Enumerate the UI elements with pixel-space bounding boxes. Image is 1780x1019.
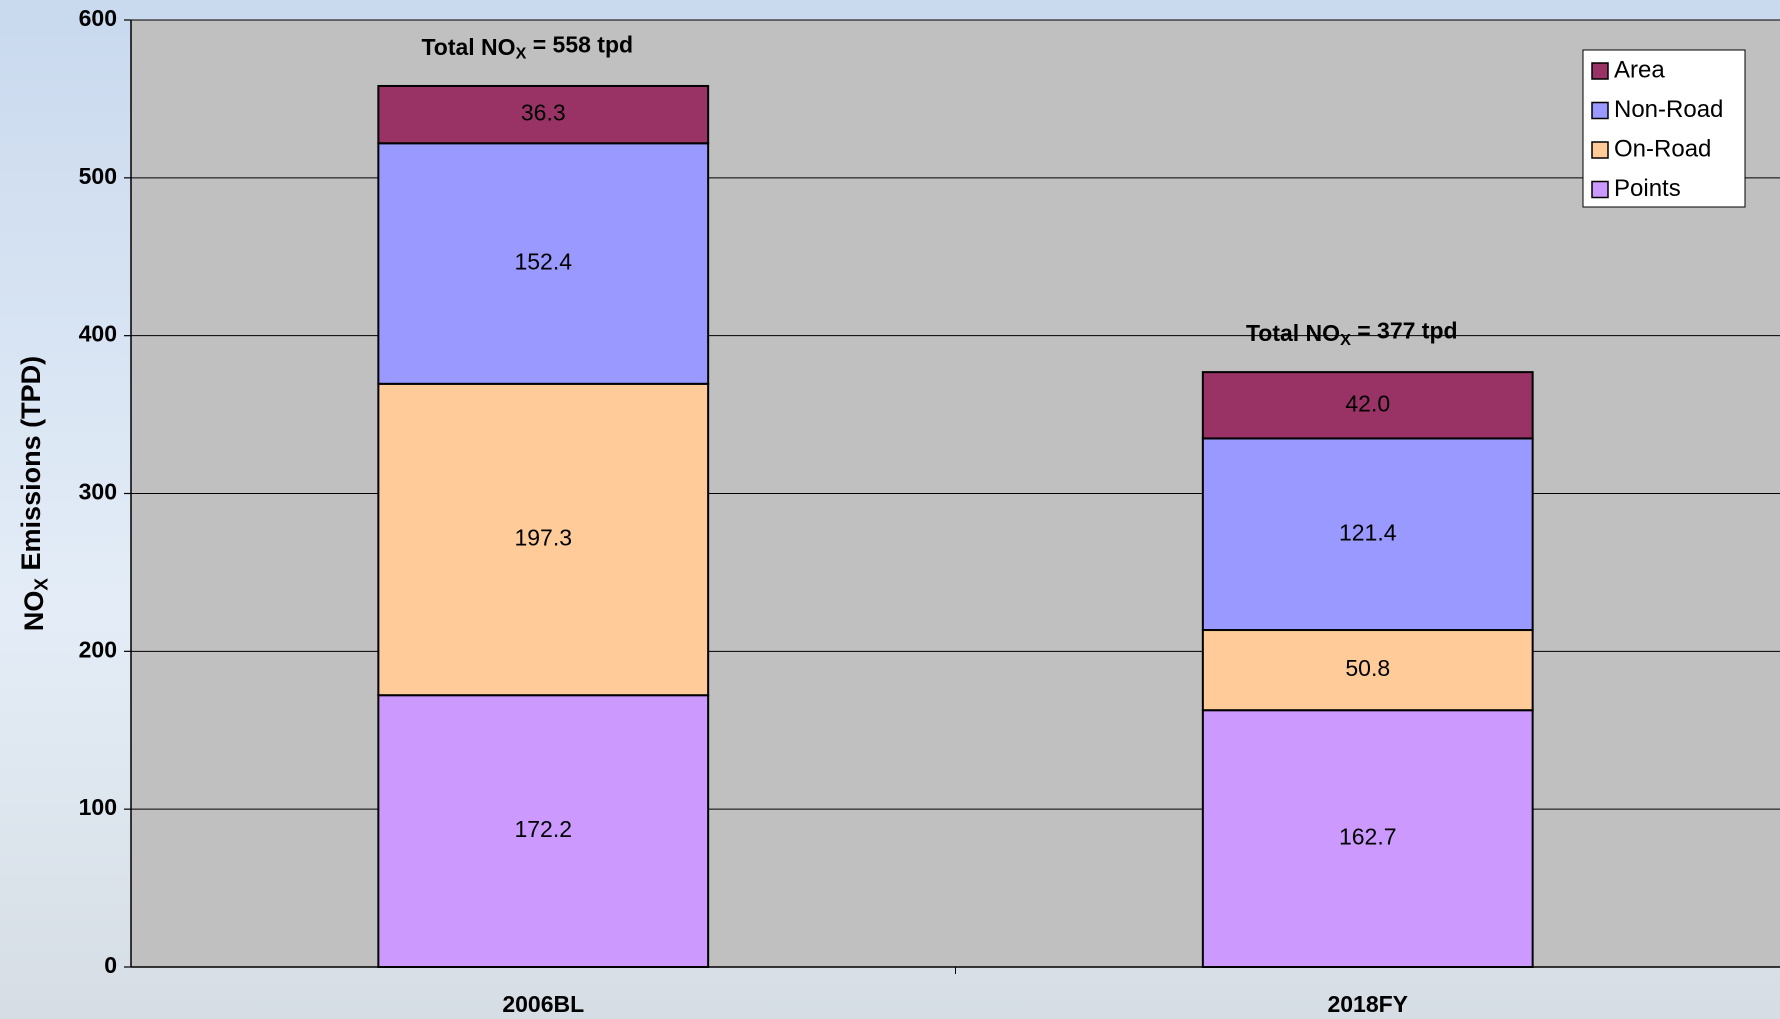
bar-segment	[377, 84, 710, 145]
x-tick-label: 2006BL	[502, 991, 584, 1017]
bar-segment	[1201, 629, 1534, 712]
legend-swatch	[1591, 62, 1609, 80]
legend-label: Non-Road	[1614, 96, 1723, 123]
data-label: 121.4	[1339, 519, 1397, 545]
legend-label: On-Road	[1614, 135, 1711, 162]
legend-label: Area	[1614, 56, 1665, 83]
y-axis-label-part: Emissions (TPD)	[16, 356, 46, 578]
bar-segment	[377, 694, 710, 968]
total-annotation: Total NOX = 377 tpd	[1246, 318, 1458, 349]
bar-segment	[1201, 437, 1534, 632]
legend-label: Points	[1614, 175, 1681, 202]
y-tick-label: 600	[79, 5, 117, 31]
legend-box	[1582, 49, 1746, 208]
total-annotation-part: X	[516, 45, 527, 63]
data-label: 172.2	[514, 816, 572, 842]
total-annotation-part: X	[1340, 331, 1351, 349]
bar-segment	[1201, 371, 1534, 440]
y-axis-label: NOX Emissions (TPD)	[16, 356, 52, 631]
total-annotation-part: = 377 tpd	[1351, 318, 1458, 344]
y-tick-label: 400	[79, 321, 117, 347]
data-label: 42.0	[1345, 390, 1390, 416]
total-annotation-part: Total NO	[421, 34, 515, 60]
y-axis-label-part: X	[32, 578, 53, 591]
total-annotation-part: = 558 tpd	[526, 32, 633, 58]
y-tick-label: 300	[79, 479, 117, 505]
y-tick-label: 500	[79, 163, 117, 189]
bar-segment	[377, 142, 710, 385]
legend-swatch	[1591, 141, 1609, 159]
data-label: 197.3	[514, 525, 572, 551]
y-axis-label-part: NO	[19, 591, 49, 632]
data-label: 162.7	[1339, 824, 1397, 850]
bar-segment	[377, 382, 710, 697]
x-tick-label: 2018FY	[1327, 991, 1408, 1017]
data-label: 152.4	[514, 249, 572, 275]
total-annotation-part: Total NO	[1246, 320, 1340, 346]
legend-swatch	[1591, 101, 1609, 120]
y-tick-label: 200	[79, 636, 117, 662]
total-annotation: Total NOX = 558 tpd	[421, 32, 633, 63]
data-label: 36.3	[521, 100, 566, 126]
legend-swatch	[1591, 180, 1609, 199]
data-label: 50.8	[1345, 655, 1390, 681]
y-tick-label: 0	[104, 952, 117, 978]
y-tick-label: 100	[79, 794, 117, 820]
